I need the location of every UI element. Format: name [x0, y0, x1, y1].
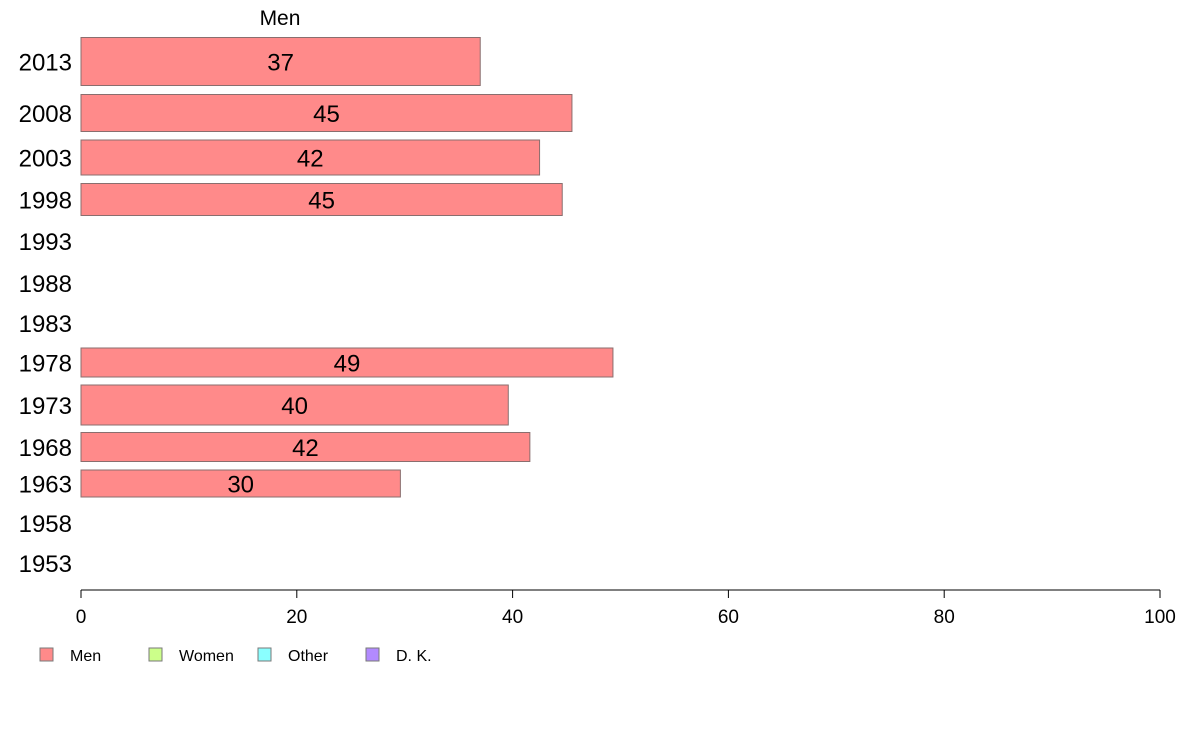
bar-men-1963 [80, 469, 401, 498]
year-label: 1973 [19, 393, 72, 420]
year-label: 1963 [19, 472, 72, 499]
value-label-1963: 30 [227, 472, 254, 499]
value-label-1968: 42 [292, 435, 319, 462]
year-label: 1978 [19, 351, 72, 378]
year-label: 2003 [19, 146, 72, 173]
x-tick-label: 80 [934, 607, 955, 628]
bar-men-1968 [80, 432, 531, 462]
bar-men-1973 [80, 384, 509, 426]
year-label: 2013 [19, 50, 72, 77]
year-label: 1958 [19, 511, 72, 538]
value-label-2003: 42 [297, 146, 324, 173]
value-label-2008: 45 [313, 101, 340, 128]
year-label: 1983 [19, 311, 72, 338]
legend-label: Other [288, 648, 329, 665]
legend-swatch [257, 647, 272, 662]
bar-men-2008 [80, 94, 573, 132]
x-axis: 0 20 40 60 80 100 [76, 589, 1176, 628]
legend-swatch [365, 647, 380, 662]
value-label-1998: 45 [308, 188, 335, 215]
legend-label: Men [70, 648, 101, 665]
x-tick-label: 60 [718, 607, 739, 628]
x-tick-label: 40 [502, 607, 523, 628]
value-labels: 37 45 42 45 49 40 42 30 [227, 50, 360, 499]
x-tick-label: 0 [76, 607, 87, 628]
value-label-2013: 37 [267, 50, 294, 77]
year-label: 2008 [19, 101, 72, 128]
x-tick-label: 100 [1144, 607, 1176, 628]
x-tick-label: 20 [286, 607, 307, 628]
legend-label: D. K. [396, 648, 432, 665]
bar-men-1978 [80, 347, 614, 378]
year-label: 1998 [19, 188, 72, 215]
series-header: Men [260, 7, 301, 30]
legend-swatch [39, 647, 54, 662]
legend-label: Women [179, 648, 234, 665]
value-label-1978: 49 [334, 351, 361, 378]
year-label: 1988 [19, 271, 72, 298]
bar-men-2003 [80, 139, 541, 176]
legend: Men Women Other D. K. [39, 647, 432, 665]
bar-men-2013 [80, 37, 481, 86]
year-label: 1968 [19, 435, 72, 462]
value-label-1973: 40 [281, 393, 308, 420]
legend-swatch [148, 647, 163, 662]
year-label: 1993 [19, 229, 72, 256]
year-label: 1953 [19, 551, 72, 578]
bar-men-1998 [80, 183, 563, 216]
bars-layer [80, 37, 614, 498]
year-labels: 2013 2008 2003 1998 1993 1988 1983 1978 1973 1968… [19, 50, 72, 579]
